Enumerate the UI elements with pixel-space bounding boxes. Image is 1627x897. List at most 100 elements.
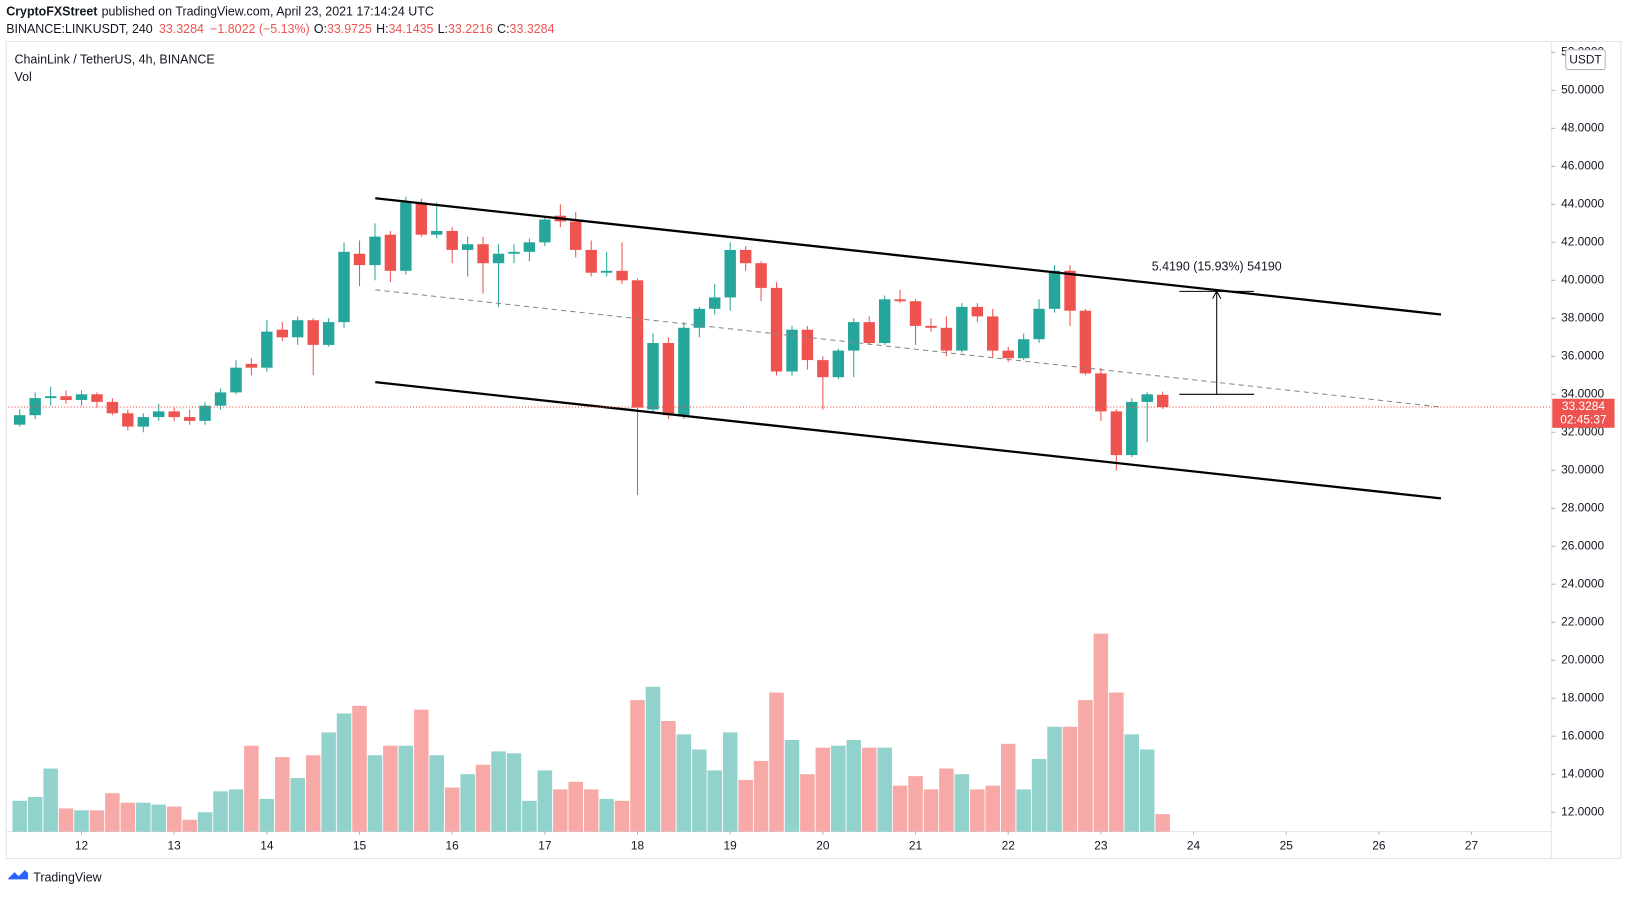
candle-body	[508, 251, 520, 254]
x-tick-label: 21	[909, 838, 923, 852]
volume-bar	[583, 789, 599, 832]
candle-body	[1048, 270, 1061, 309]
candle-body	[292, 320, 304, 338]
symbol: BINANCE:LINKUSDT, 240	[6, 22, 153, 36]
candle-body	[1110, 411, 1123, 456]
volume-bar	[275, 757, 290, 832]
volume-bar	[846, 740, 861, 832]
volume-bar	[1093, 633, 1109, 832]
volume-bar	[182, 819, 197, 832]
volume-bar	[568, 781, 583, 832]
y-tick-label: 42.0000	[1561, 234, 1604, 248]
candle-body	[353, 253, 366, 266]
x-tick-label: 25	[1280, 838, 1294, 852]
indicator-label: Vol	[15, 70, 32, 84]
candle-body	[1141, 394, 1153, 402]
currency-box	[1565, 49, 1606, 71]
currency-label: USDT	[1569, 52, 1602, 66]
candle-body	[199, 405, 211, 421]
candle-body	[60, 396, 72, 400]
candle-body	[415, 202, 428, 235]
logo-icon	[8, 870, 29, 880]
change: −1.8022 (−5.13%)	[210, 22, 310, 36]
volume-bar	[630, 700, 645, 832]
y-tick-label: 38.0000	[1561, 310, 1604, 324]
volume-bar	[1062, 726, 1078, 832]
candle-body	[261, 331, 273, 368]
ohlc-key: O:	[314, 22, 327, 36]
x-tick-label: 13	[168, 838, 182, 852]
volume-bar	[1000, 743, 1016, 832]
volume-bar	[923, 789, 939, 832]
volume-bar	[522, 800, 537, 832]
volume-bar	[136, 802, 151, 832]
candle-body	[91, 394, 103, 402]
volume-bar	[398, 745, 414, 832]
ohlc-key: H:	[376, 22, 388, 36]
y-tick-label: 24.0000	[1561, 576, 1604, 590]
volume-bar	[120, 802, 136, 832]
volume-bar	[892, 785, 908, 832]
y-tick-label: 48.0000	[1561, 120, 1604, 134]
candle-body	[817, 360, 829, 378]
candle-body	[1033, 308, 1045, 340]
volume-bar	[645, 686, 661, 832]
volume-bar	[352, 705, 367, 832]
volume-bar	[383, 745, 398, 832]
volume-bar	[1016, 789, 1031, 832]
candle-body	[739, 249, 752, 264]
x-tick-label: 26	[1372, 838, 1386, 852]
volume-bar	[213, 791, 228, 832]
candle-body	[755, 263, 767, 288]
volume-bar	[197, 812, 213, 832]
volume-bar	[753, 760, 769, 832]
volume-bar	[908, 776, 923, 832]
volume-bar	[166, 806, 182, 832]
x-tick-label: 24	[1187, 838, 1201, 852]
candle-body	[1095, 373, 1107, 412]
volume-bar	[1139, 749, 1155, 832]
volume-bar	[305, 755, 321, 832]
ohlc-value: 34.1435	[389, 22, 434, 36]
candle-body	[152, 411, 165, 418]
x-tick-label: 12	[75, 838, 89, 852]
y-tick-label: 40.0000	[1561, 272, 1604, 286]
candle-body	[461, 244, 474, 250]
volume-bar	[861, 747, 877, 832]
candle-body	[137, 417, 150, 427]
y-tick-label: 34.0000	[1561, 386, 1604, 400]
countdown: 02:45:37	[1560, 413, 1607, 427]
volume-bar	[1031, 759, 1047, 832]
volume-bar	[831, 745, 846, 832]
y-tick-label: 18.0000	[1561, 690, 1604, 704]
y-tick-label: 14.0000	[1561, 766, 1604, 780]
x-tick-label: 23	[1094, 838, 1108, 852]
candle-body	[600, 270, 613, 273]
candle-body	[585, 249, 597, 273]
volume-bar	[939, 768, 954, 832]
candle-body	[693, 308, 706, 328]
candle-body	[987, 316, 999, 351]
volume-bar	[367, 755, 383, 832]
volume-bar	[58, 808, 74, 832]
volume-bar	[228, 789, 244, 832]
candle-body	[338, 251, 350, 323]
published: published on TradingView.com, April 23, …	[102, 5, 434, 19]
volume-bar	[475, 764, 491, 832]
candle-body	[1079, 310, 1092, 374]
candle-body	[925, 325, 937, 328]
channel-line	[375, 289, 1442, 408]
x-tick-label: 22	[1002, 838, 1016, 852]
measure-arrowhead	[1212, 290, 1222, 299]
candle-body	[431, 230, 443, 235]
channel-line	[375, 381, 1442, 500]
candle-body	[307, 320, 319, 345]
candle-body	[631, 280, 644, 408]
last-price-box	[1552, 398, 1615, 428]
y-tick-label: 22.0000	[1561, 614, 1604, 628]
candle-body	[940, 327, 953, 351]
volume-bar	[985, 785, 1000, 832]
volume-bar	[74, 810, 89, 832]
